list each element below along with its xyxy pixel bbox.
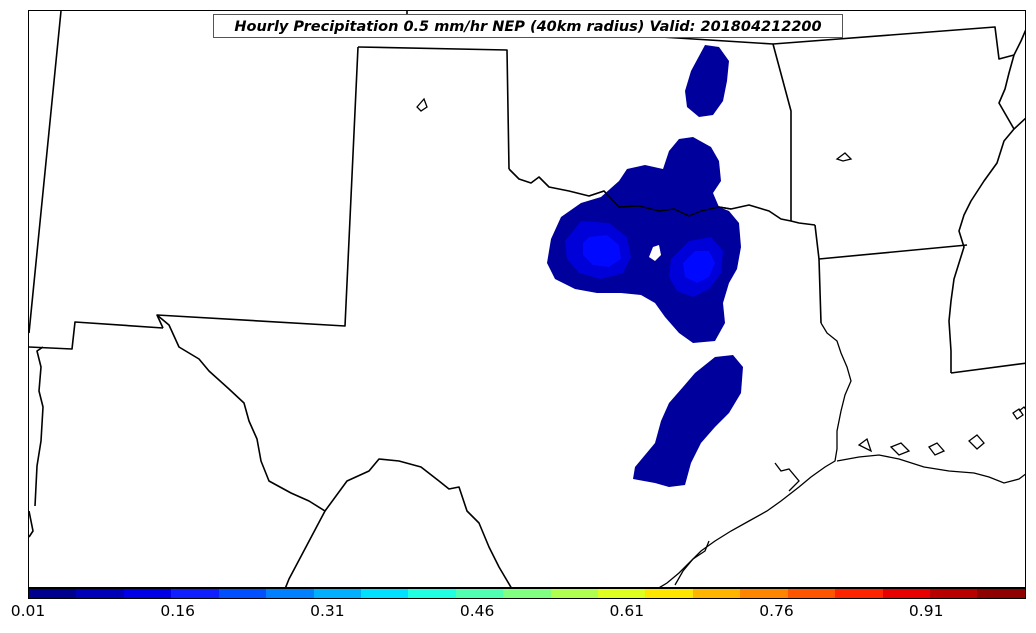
border-tx-mexico-west bbox=[34, 346, 44, 507]
colorbar-tick-label: 0.31 bbox=[310, 602, 345, 620]
border-tx-ar-la bbox=[814, 224, 822, 324]
colorbar-swatch bbox=[645, 589, 693, 598]
border-ar-la bbox=[818, 244, 968, 260]
precipitation-field bbox=[547, 45, 743, 487]
colorbar-swatch bbox=[835, 589, 883, 598]
colorbar-tick-label: 0.46 bbox=[459, 602, 495, 620]
coastline bbox=[416, 97, 1025, 587]
colorbar-swatch bbox=[123, 589, 172, 598]
colorbar-tick-label: 0.01 bbox=[10, 602, 46, 620]
colorbar-tick-label: 0.91 bbox=[908, 602, 944, 620]
colorbar-tick-label: 0.76 bbox=[759, 602, 794, 620]
red-river-overlay bbox=[588, 190, 732, 217]
colorbar-swatch bbox=[930, 589, 978, 598]
colorbar-swatch bbox=[360, 589, 409, 598]
border-mo-tn bbox=[998, 29, 1025, 130]
border-nm-tx bbox=[156, 46, 359, 329]
colorbar-swatch bbox=[76, 589, 124, 598]
colorbar-tick-label: 0.16 bbox=[160, 602, 195, 620]
precip-area-tx-east bbox=[633, 355, 743, 487]
border-ms-river bbox=[948, 117, 1025, 373]
precip-core-west-inner bbox=[583, 235, 621, 267]
map-canvas bbox=[29, 11, 1025, 587]
colorbar-swatch bbox=[218, 589, 267, 598]
border-ar-mo bbox=[772, 26, 1015, 60]
precip-core-east-inner bbox=[683, 251, 715, 283]
colorbar-swatch bbox=[787, 589, 836, 598]
precip-gap bbox=[649, 245, 661, 261]
map-panel bbox=[28, 10, 1026, 588]
colorbar-swatch bbox=[455, 589, 504, 598]
border-nm-co-west bbox=[284, 510, 326, 587]
border-rio-grande bbox=[156, 314, 512, 587]
map-title: Hourly Precipitation 0.5 mm/hr NEP (40km… bbox=[213, 14, 843, 38]
border-tx-mexico bbox=[29, 510, 34, 538]
border-la-ms bbox=[950, 362, 1025, 374]
state-borders bbox=[29, 11, 1025, 587]
colorbar-swatch bbox=[598, 589, 646, 598]
colorbar-swatch bbox=[266, 589, 314, 598]
colorbar bbox=[28, 588, 1026, 599]
colorbar-tick-label: 0.61 bbox=[609, 602, 645, 620]
border-nm-west bbox=[29, 11, 62, 334]
border-nm-tx-west bbox=[29, 321, 164, 350]
colorbar-swatch bbox=[29, 589, 77, 598]
border-ok-ar bbox=[772, 43, 792, 221]
colorbar-swatch bbox=[882, 589, 931, 598]
colorbar-swatch bbox=[550, 589, 599, 598]
border-panhandle-north bbox=[357, 46, 510, 170]
colorbar-swatch bbox=[408, 589, 456, 598]
colorbar-swatch bbox=[740, 589, 788, 598]
colorbar-swatch bbox=[977, 589, 1025, 598]
colorbar-swatch bbox=[503, 589, 551, 598]
precip-area-ks-north bbox=[685, 45, 729, 117]
colorbar-swatch bbox=[171, 589, 219, 598]
colorbar-swatch bbox=[692, 589, 741, 598]
colorbar-swatch bbox=[313, 589, 361, 598]
